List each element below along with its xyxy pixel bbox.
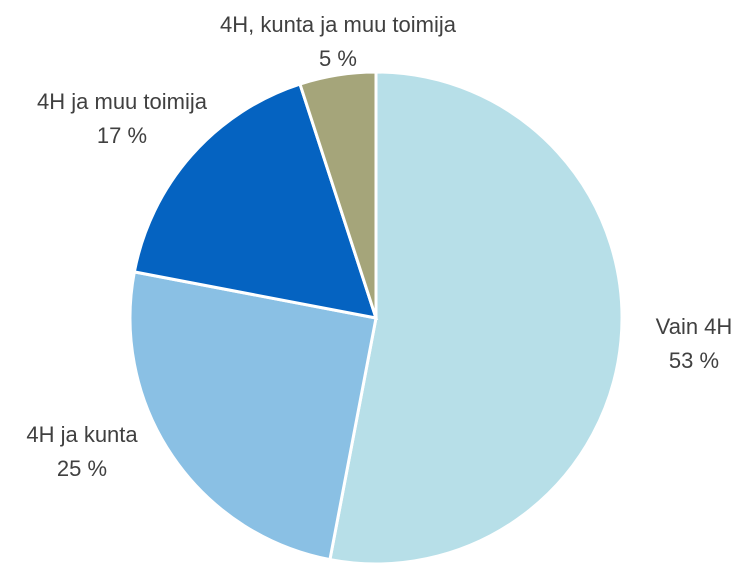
pie-slice <box>298 70 378 319</box>
slice-label: 4H ja kunta <box>26 422 138 447</box>
slice-label: 4H ja muu toimija <box>37 89 208 114</box>
slice-value-label: 53 % <box>669 348 719 373</box>
pie-slice <box>132 82 379 320</box>
pie-slice <box>328 70 624 565</box>
slice-value-label: 17 % <box>97 123 147 148</box>
slice-value-label: 25 % <box>57 456 107 481</box>
slice-label: 4H, kunta ja muu toimija <box>220 12 457 37</box>
slice-label: Vain 4H <box>656 314 733 339</box>
pie-slice <box>128 270 378 562</box>
slice-value-label: 5 % <box>319 46 357 71</box>
